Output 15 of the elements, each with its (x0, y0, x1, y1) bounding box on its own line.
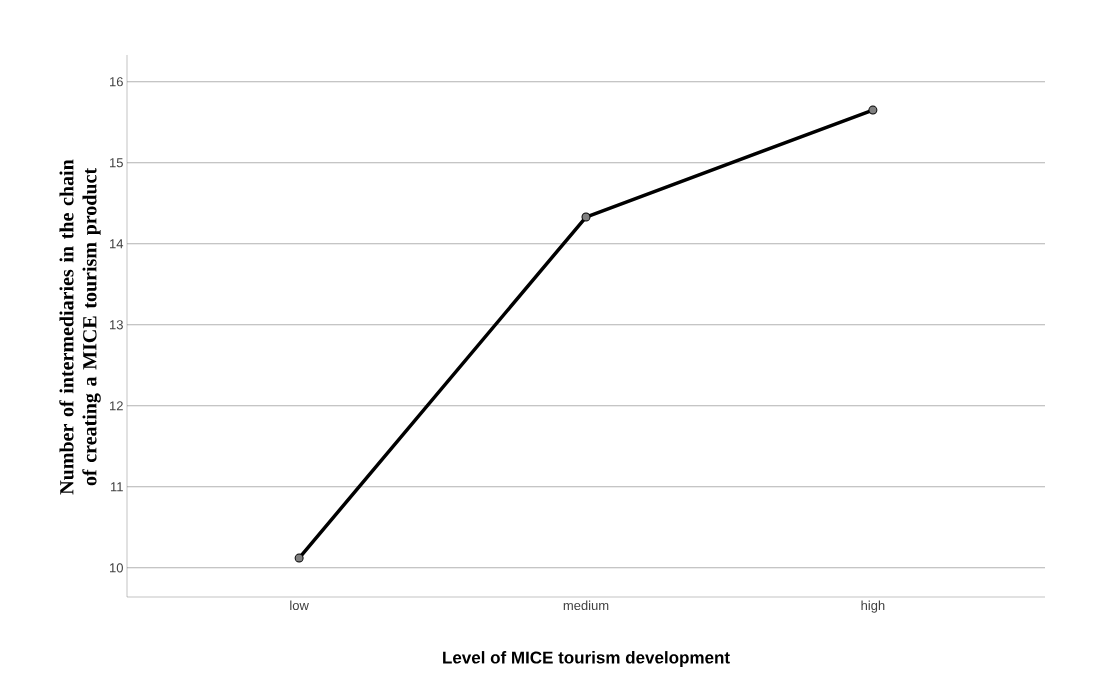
y-tick-label: 10 (110, 563, 123, 573)
x-tick-label: medium (563, 600, 609, 611)
y-tick-label: 16 (110, 77, 123, 87)
y-tick-label: 14 (110, 239, 124, 249)
point (294, 553, 304, 563)
y-tick-label: 15 (110, 158, 123, 168)
point (868, 105, 878, 115)
y-tick-label: 13 (110, 320, 123, 330)
point (581, 212, 591, 222)
x-tick-label: low (290, 600, 309, 611)
y-axis-title: Number of intermediaries in the chain of creating a MICE tourism product (59, 159, 101, 495)
y-tick-label: 12 (110, 401, 123, 411)
y-tick-label: 11 (110, 482, 123, 492)
x-tick-label: high (861, 600, 885, 613)
x-axis-title: Level of MICE tourism development (443, 651, 730, 667)
